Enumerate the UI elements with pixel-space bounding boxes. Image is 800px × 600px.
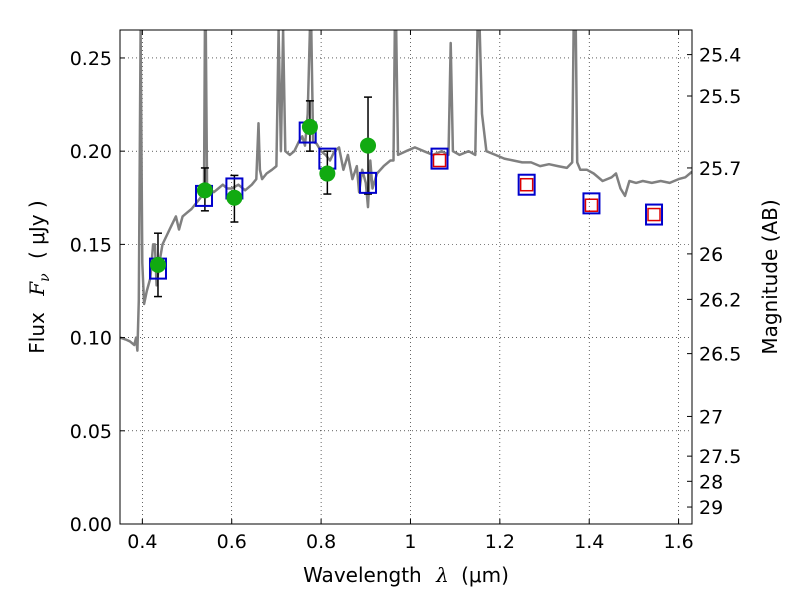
x-axis-label: Wavelength λ (μm) [303,563,509,587]
predicted-photometry-square [584,198,599,212]
magnitude-tick-label: 26.2 [699,289,741,311]
magnitude-tick-label: 28 [699,471,723,493]
x-axis-label-prefix: Wavelength [303,563,422,587]
model-photometry-square [645,203,664,226]
predicted-photometry-square [647,207,661,222]
y-tick-label: 0.05 [70,421,112,443]
magnitude-tick-label: 27 [699,406,723,428]
y-tick-label: 0.00 [70,514,112,536]
model-photometry-square [359,171,378,194]
y-tick-label: 0.10 [70,328,112,350]
plot-frame [119,29,693,525]
y-axis-label-prefix: Flux [25,312,49,354]
magnitude-tick-label: 25.4 [699,45,741,67]
observed-photometry-point [360,137,377,154]
predicted-photometry-square [519,177,534,192]
magnitude-tick-label: 25.5 [699,86,741,108]
x-tick-label: 0.8 [306,531,336,553]
y-tick-label: 0.20 [70,141,112,163]
observed-photometry-point [319,165,336,182]
model-photometry-square [582,192,601,215]
magnitude-axis-label: Magnitude (AB) [758,199,782,354]
magnitude-tick-label: 26.5 [699,344,741,366]
x-tick-label: 1.4 [574,531,604,553]
y-axis-label-symbol: F [25,281,49,297]
y-tick-label: 0.15 [70,234,112,256]
magnitude-tick-label: 27.5 [699,446,741,468]
y-axis-label-subscript: ν [37,273,53,282]
y-axis-label: Flux Fν ( μJy ) [25,200,54,353]
x-axis-label-unit: (μm) [461,563,509,587]
photometry-markers [148,96,664,298]
magnitude-tick-label: 26 [699,244,723,266]
observed-photometry-point [196,182,213,199]
magnitude-tick-label: 29 [699,497,723,519]
plot-background [120,30,692,524]
x-tick-label: 0.4 [127,531,157,553]
y-axis-label-unit: ( μJy ) [25,200,49,259]
x-tick-label: 1.6 [663,531,693,553]
predicted-photometry-square [432,153,447,168]
model-photometry-square [430,147,449,170]
observed-photometry-point [301,118,318,135]
magnitude-tick-label: 25.7 [699,158,741,180]
y-tick-label: 0.25 [70,48,112,70]
observed-photometry-point [149,256,166,273]
axis-ticks: 0.4 0.6 0.8 1 1.2 1.4 1.6 0.00 0.05 0.10 0.15 0.20 0… [70,30,741,553]
x-tick-label: 0.6 [217,531,247,553]
x-tick-label: 1 [404,531,416,553]
x-tick-label: 1.2 [485,531,515,553]
x-axis-label-symbol: λ [435,563,449,587]
observed-photometry-point [226,189,243,206]
model-photometry-square [517,173,536,196]
